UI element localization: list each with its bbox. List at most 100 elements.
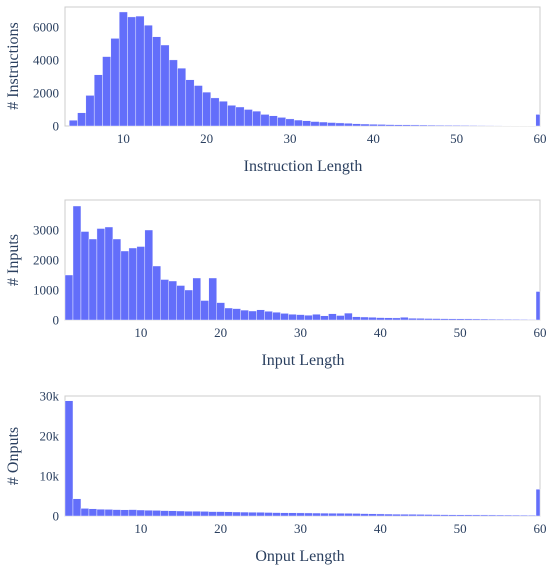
onput-bar (320, 512, 329, 517)
instruction-bar (410, 124, 420, 127)
onput-bar (272, 512, 281, 517)
instruction-y-tick-label: 4000 (33, 52, 59, 67)
onput-plot-frame (64, 395, 541, 517)
instruction-bar (443, 125, 453, 127)
instruction-x-tick-label: 30 (284, 131, 297, 146)
instruction-bar (218, 101, 228, 127)
input-x-axis-title: Input Length (261, 352, 344, 369)
onput-bar (352, 513, 361, 517)
onput-bar (392, 513, 401, 517)
instruction-x-tick-label: 50 (450, 131, 463, 146)
instruction-bar (327, 122, 337, 127)
onput-bar (64, 400, 74, 517)
input-bar (80, 231, 90, 321)
onput-y-tick-label: 0 (53, 509, 60, 524)
input-y-axis-title: # Inputs (5, 234, 22, 286)
input-bar (144, 229, 154, 321)
input-x-tick-label: 50 (454, 325, 467, 340)
onput-bar (503, 514, 513, 517)
instruction-bar (210, 97, 220, 127)
onput-bar (184, 511, 193, 517)
instruction-bar (393, 124, 403, 127)
instruction-bar (452, 125, 462, 127)
instruction-x-axis-title: Instruction Length (244, 158, 363, 175)
input-bar (495, 318, 505, 321)
input-bar (184, 289, 193, 321)
onput-bar (240, 511, 249, 517)
onput-x-axis-title: Onput Length (255, 548, 344, 565)
instruction-x-tick-label: 10 (117, 131, 130, 146)
input-bar (120, 250, 130, 321)
onput-x-tick-label: 30 (294, 521, 307, 536)
input-bar (503, 319, 513, 321)
onput-bar (72, 498, 82, 517)
instruction-y-tick-label: 6000 (33, 19, 59, 34)
instruction-bar (418, 124, 428, 127)
instruction-bar (68, 120, 78, 127)
onput-bar (432, 514, 441, 517)
input-bar (72, 205, 82, 321)
instruction-bar (285, 118, 295, 127)
onput-bar (447, 514, 457, 517)
input-bar (455, 318, 465, 321)
instruction-y-tick-label: 2000 (33, 85, 59, 100)
input-bar (344, 312, 353, 321)
instruction-bar (160, 44, 170, 127)
input-bar (463, 318, 473, 321)
onput-bar (463, 514, 473, 517)
instruction-bar (277, 117, 287, 127)
onput-bar (527, 514, 537, 517)
input-bar (88, 238, 98, 321)
instruction-bar (302, 120, 312, 127)
onput-y-tick-label: 10k (40, 469, 60, 484)
instruction-bar (185, 79, 195, 127)
input-bar (128, 247, 138, 321)
instruction-bar (402, 124, 412, 127)
onput-x-tick-label: 60 (534, 521, 547, 536)
input-x-tick-label: 30 (294, 325, 307, 340)
onput-bar (440, 514, 449, 517)
onput-x-tick-label: 50 (454, 521, 467, 536)
input-bars (64, 205, 541, 321)
input-bar (368, 317, 377, 321)
onput-bar (519, 514, 529, 517)
instruction-bar (368, 124, 378, 127)
input-y-ticks: 0 1000 2000 3000 (33, 223, 59, 328)
input-bar (104, 226, 114, 321)
onput-length-panel: 0 10k 20k 30k 10 20 30 40 50 60 Onput Length # O… (5, 389, 547, 566)
input-bar (208, 277, 217, 321)
input-y-tick-label: 3000 (33, 223, 59, 238)
instruction-bar (460, 125, 470, 127)
onput-bar (535, 489, 541, 517)
onput-bar (416, 514, 425, 517)
instruction-bar (110, 38, 120, 127)
input-bar (376, 317, 385, 321)
onput-bar (408, 514, 417, 517)
onput-bar (471, 514, 481, 517)
input-x-tick-label: 20 (214, 325, 227, 340)
input-bar (400, 317, 409, 321)
input-x-tick-label: 10 (134, 325, 147, 340)
instruction-bar (77, 112, 87, 127)
input-x-tick-label: 60 (534, 325, 547, 340)
instruction-bar (435, 124, 445, 127)
input-bar (112, 238, 122, 321)
onput-bar (88, 508, 98, 517)
instruction-bar (135, 15, 145, 127)
input-bar (471, 318, 481, 321)
input-bar (384, 317, 393, 321)
input-y-tick-label: 0 (53, 313, 60, 328)
input-bar (440, 318, 449, 321)
instruction-bars (68, 11, 541, 127)
onput-bar (455, 514, 465, 517)
input-bar (447, 318, 457, 321)
input-bar (296, 314, 305, 321)
onput-bar (328, 513, 337, 517)
instruction-bar (227, 105, 237, 127)
onput-bar (160, 510, 169, 517)
onput-bar (376, 513, 385, 517)
onput-bar (128, 509, 138, 517)
onput-bar (344, 513, 353, 517)
instruction-bar (310, 121, 320, 127)
